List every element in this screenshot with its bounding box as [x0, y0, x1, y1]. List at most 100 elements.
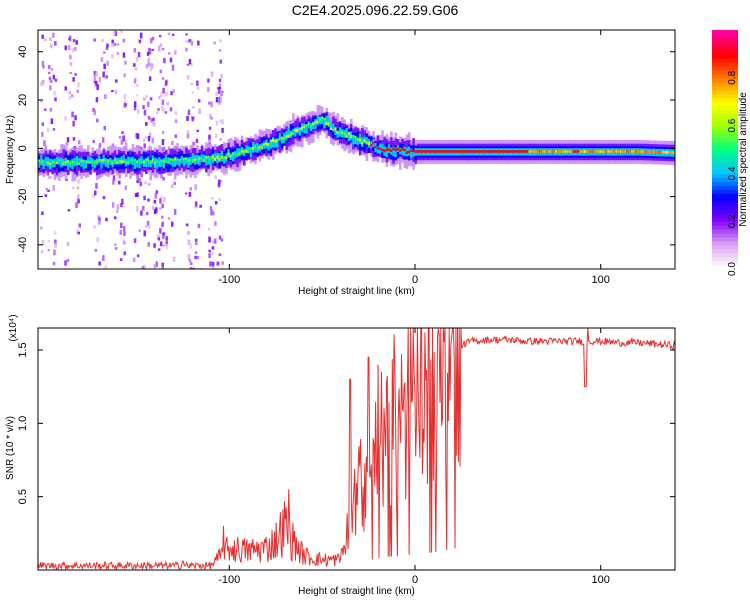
- ridge-core: [329, 127, 333, 131]
- ridge-band: [298, 127, 302, 136]
- ridge-core: [419, 150, 422, 153]
- noise-speck: [208, 249, 211, 253]
- colorbar-segment: [712, 173, 738, 178]
- noise-speck: [150, 38, 153, 44]
- noise-speck: [218, 49, 222, 52]
- ridge-core: [254, 145, 257, 149]
- noise-speck: [118, 180, 121, 185]
- noise-speck: [167, 217, 171, 220]
- noise-speck: [133, 105, 137, 111]
- ridge-core: [102, 158, 106, 162]
- noise-speck: [138, 178, 141, 184]
- noise-speck: [97, 215, 100, 219]
- noise-speck: [65, 142, 69, 146]
- noise-speck: [184, 192, 188, 195]
- ridge-core: [46, 161, 50, 165]
- ridge-core: [497, 150, 500, 153]
- ridge-band: [394, 147, 398, 158]
- colorbar-segment: [712, 73, 738, 79]
- noise-speck: [111, 43, 114, 48]
- ridge-band: [381, 143, 384, 153]
- noise-speck: [189, 243, 192, 249]
- colorbar-segment: [712, 209, 738, 214]
- colorbar-segment: [712, 237, 738, 242]
- noise-speck: [54, 239, 57, 245]
- bottom-x-tick-label: 0: [412, 574, 418, 586]
- noise-speck: [123, 93, 127, 100]
- ridge-core: [416, 150, 420, 153]
- ridge-core: [91, 162, 95, 165]
- ridge-core: [546, 150, 549, 153]
- ridge-core: [579, 150, 583, 153]
- ridge-band: [214, 152, 217, 162]
- ridge-core: [653, 150, 656, 154]
- ridge-core: [666, 151, 670, 154]
- ridge-core: [227, 152, 230, 156]
- ridge-core: [240, 150, 244, 153]
- bottom-plot-frame: [37, 327, 676, 571]
- ridge-band: [38, 160, 41, 168]
- ridge-core: [196, 158, 199, 161]
- ridge-band: [294, 127, 297, 137]
- noise-speck: [185, 47, 188, 52]
- noise-speck: [210, 101, 213, 108]
- noise-speck: [143, 109, 147, 116]
- noise-speck: [218, 101, 221, 105]
- ridge-core: [269, 139, 273, 143]
- noise-speck: [47, 249, 51, 252]
- ridge-core: [127, 161, 130, 164]
- ridge-core: [89, 161, 92, 164]
- ridge-core: [267, 142, 271, 146]
- ridge-band: [136, 160, 139, 168]
- ridge-band: [269, 139, 273, 149]
- noise-speck: [123, 251, 126, 256]
- ridge-core: [354, 135, 358, 139]
- noise-speck: [135, 56, 139, 63]
- noise-speck: [171, 184, 174, 189]
- ridge-core: [664, 151, 667, 154]
- bottom-y-axis-label: SNR (10 * v/v): [5, 416, 16, 480]
- noise-speck: [43, 140, 46, 147]
- noise-speck: [185, 40, 188, 43]
- noise-speck: [207, 87, 210, 92]
- ridge-core: [171, 158, 175, 162]
- noise-speck: [151, 49, 154, 52]
- ridge-band: [182, 157, 186, 167]
- ridge-band: [205, 157, 208, 166]
- noise-speck: [114, 247, 118, 250]
- noise-speck: [54, 78, 58, 82]
- noise-speck: [194, 255, 197, 260]
- noise-speck: [157, 237, 160, 241]
- ridge-band: [100, 159, 103, 169]
- ridge-band: [231, 152, 235, 162]
- noise-speck: [157, 248, 161, 251]
- ridge-core: [641, 150, 645, 153]
- ridge-core: [379, 147, 382, 151]
- noise-speck: [161, 262, 165, 269]
- noise-speck: [210, 72, 214, 77]
- noise-speck: [122, 52, 126, 58]
- ridge-core: [247, 150, 251, 154]
- top-x-tick-label: -100: [218, 274, 240, 286]
- noise-speck: [77, 198, 80, 204]
- noise-speck: [154, 193, 157, 199]
- noise-speck: [196, 129, 199, 133]
- colorbar-segment: [712, 265, 738, 270]
- ridge-core: [363, 139, 366, 142]
- ridge-core: [93, 160, 97, 164]
- bottom-x-tick-label: 100: [592, 574, 610, 586]
- noise-speck: [221, 90, 224, 94]
- ridge-band: [75, 155, 79, 166]
- noise-speck: [47, 175, 51, 180]
- ridge-core: [180, 157, 184, 161]
- bottom-y-tick-label: 1.5: [17, 342, 29, 357]
- top-x-axis-label: Height of straight line (km): [298, 286, 415, 297]
- ridge-core: [245, 149, 248, 153]
- noise-speck: [152, 120, 155, 126]
- noise-speck: [120, 30, 123, 33]
- noise-speck: [208, 253, 211, 259]
- ridge-core: [113, 158, 117, 162]
- ridge-core: [312, 122, 315, 126]
- ridge-core: [147, 158, 150, 162]
